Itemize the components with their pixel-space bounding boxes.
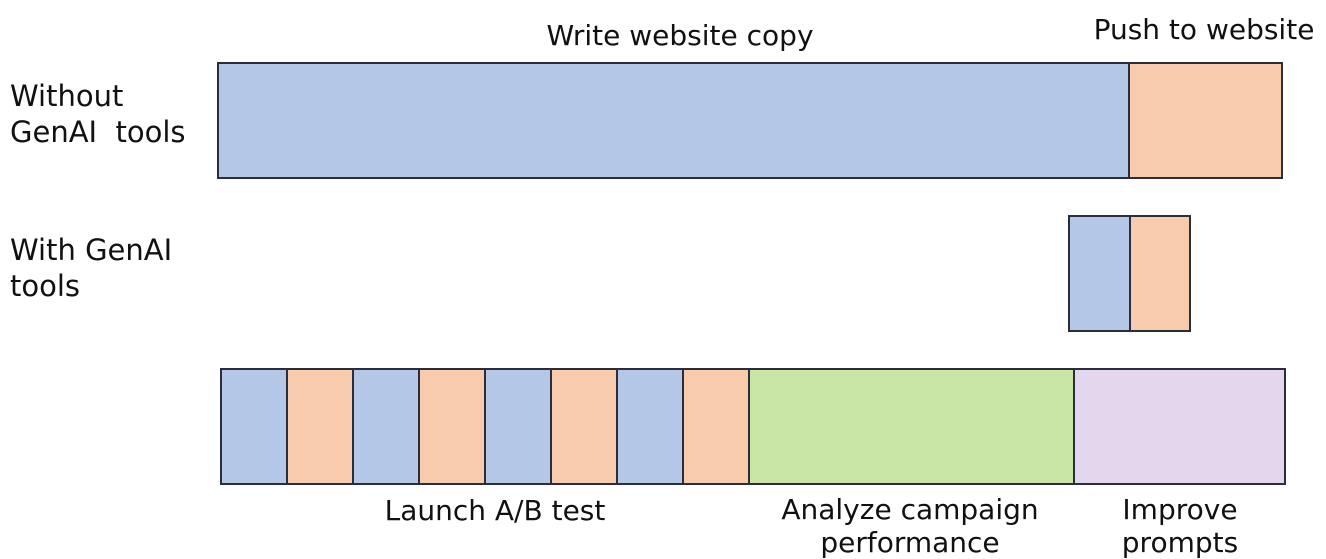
label-launch-ab-test: Launch A/B test	[384, 494, 606, 527]
workflow-segment-write	[354, 370, 420, 483]
row-label-with-line1: With GenAI	[10, 233, 173, 267]
workflow-segment-push	[420, 370, 486, 483]
workflow-segment-write	[618, 370, 684, 483]
segment-push-to-website	[1130, 64, 1281, 177]
row-label-with-line2: tools	[10, 269, 81, 303]
workflow-segment-write	[222, 370, 288, 483]
label-push-to-website: Push to website	[1093, 13, 1315, 46]
row-label-without-genai: Without GenAI tools	[10, 78, 186, 150]
workflow-segment-push	[288, 370, 354, 483]
workflow-segment-analyze	[750, 370, 1075, 483]
row-label-with-genai: With GenAI tools	[10, 232, 172, 304]
row-label-without-line1: Without	[10, 79, 124, 113]
workflow-segment-write	[486, 370, 552, 483]
workflow-bar	[220, 368, 1286, 485]
label-analyze-campaign-performance: Analyze campaign performance	[748, 493, 1072, 559]
row-label-without-line2: GenAI tools	[10, 115, 186, 149]
label-improve-line2: prompts	[1121, 526, 1239, 559]
label-analyze-line2: performance	[820, 526, 1000, 559]
label-improve-line1: Improve	[1122, 493, 1238, 526]
segment-push-to-website-genai	[1131, 217, 1189, 330]
workflow-segment-push	[684, 370, 750, 483]
segment-write-website-copy	[219, 64, 1130, 177]
label-write-website-copy: Write website copy	[546, 19, 814, 52]
segment-write-website-copy-genai	[1070, 217, 1131, 330]
workflow-segment-push	[552, 370, 618, 483]
label-analyze-line1: Analyze campaign	[781, 493, 1039, 526]
without-genai-bar	[217, 62, 1283, 179]
workflow-segment-improve	[1075, 370, 1284, 483]
label-improve-prompts: Improve prompts	[1098, 493, 1262, 559]
with-genai-bar	[1068, 215, 1191, 332]
